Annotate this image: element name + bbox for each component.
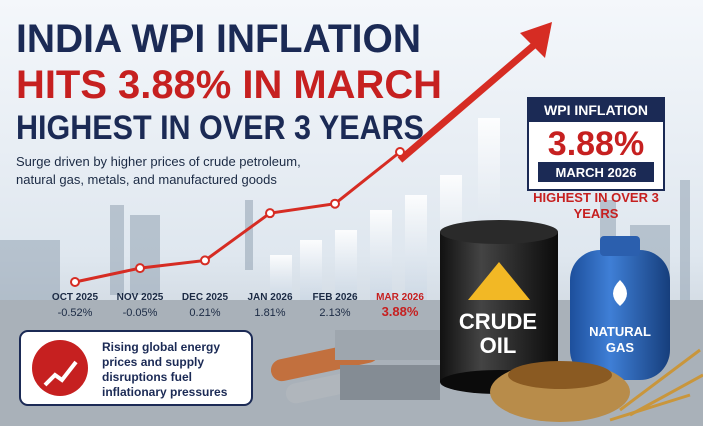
badge-note: HIGHEST IN OVER 3 YEARS bbox=[533, 190, 659, 221]
gas-cylinder bbox=[570, 250, 670, 380]
value-label: 0.21% bbox=[189, 307, 220, 319]
data-point bbox=[70, 277, 80, 287]
x-tick-label: OCT 2025 bbox=[52, 292, 99, 303]
data-point bbox=[395, 147, 405, 157]
flame-icon bbox=[613, 280, 627, 306]
badge-value: 3.88% bbox=[548, 125, 644, 163]
trend-line bbox=[74, 150, 401, 284]
data-point bbox=[330, 198, 340, 209]
badge-period: MARCH 2026 bbox=[556, 165, 637, 180]
badge-title-bg bbox=[528, 98, 664, 122]
grains bbox=[508, 361, 612, 389]
data-point bbox=[200, 255, 210, 266]
headline-1: INDIA WPI INFLATION bbox=[16, 17, 421, 61]
callout-text: Rising global energy prices and supply d… bbox=[102, 340, 228, 399]
oil-sign bbox=[468, 262, 530, 300]
x-tick-label: DEC 2025 bbox=[182, 292, 229, 303]
x-tick-label: JAN 2026 bbox=[247, 292, 292, 303]
badge-period-bg bbox=[538, 162, 654, 182]
callout-icon bbox=[32, 340, 88, 396]
oil-barrel bbox=[440, 232, 558, 382]
metals bbox=[270, 330, 445, 404]
barrel-top bbox=[440, 220, 558, 244]
cylinder-label: NATURAL GAS bbox=[589, 324, 651, 355]
headline-2: HITS 3.88% IN MARCH bbox=[16, 63, 442, 107]
value-label: 1.81% bbox=[254, 307, 285, 319]
icon-arrow bbox=[43, 360, 78, 387]
badge-title: WPI INFLATION bbox=[544, 102, 648, 118]
headline-3: HIGHEST IN OVER 3 YEARS bbox=[16, 109, 424, 147]
trend-arrow bbox=[397, 37, 543, 163]
value-label: 3.88% bbox=[382, 304, 419, 319]
subtitle: Surge driven by higher prices of crude p… bbox=[16, 154, 301, 187]
value-label: 2.13% bbox=[319, 307, 350, 319]
value-label: -0.05% bbox=[123, 307, 158, 319]
x-tick-label: FEB 2026 bbox=[312, 292, 357, 303]
cylinder-valve bbox=[600, 236, 640, 256]
wheat bbox=[609, 348, 703, 422]
x-tick-label: NOV 2025 bbox=[117, 292, 164, 303]
arrow-head bbox=[520, 22, 552, 58]
data-point bbox=[135, 263, 145, 274]
value-label: -0.52% bbox=[58, 307, 93, 319]
data-point bbox=[265, 208, 275, 219]
x-tick-label: MAR 2026 bbox=[376, 292, 424, 303]
barrel-label: CRUDE OIL bbox=[458, 309, 538, 358]
